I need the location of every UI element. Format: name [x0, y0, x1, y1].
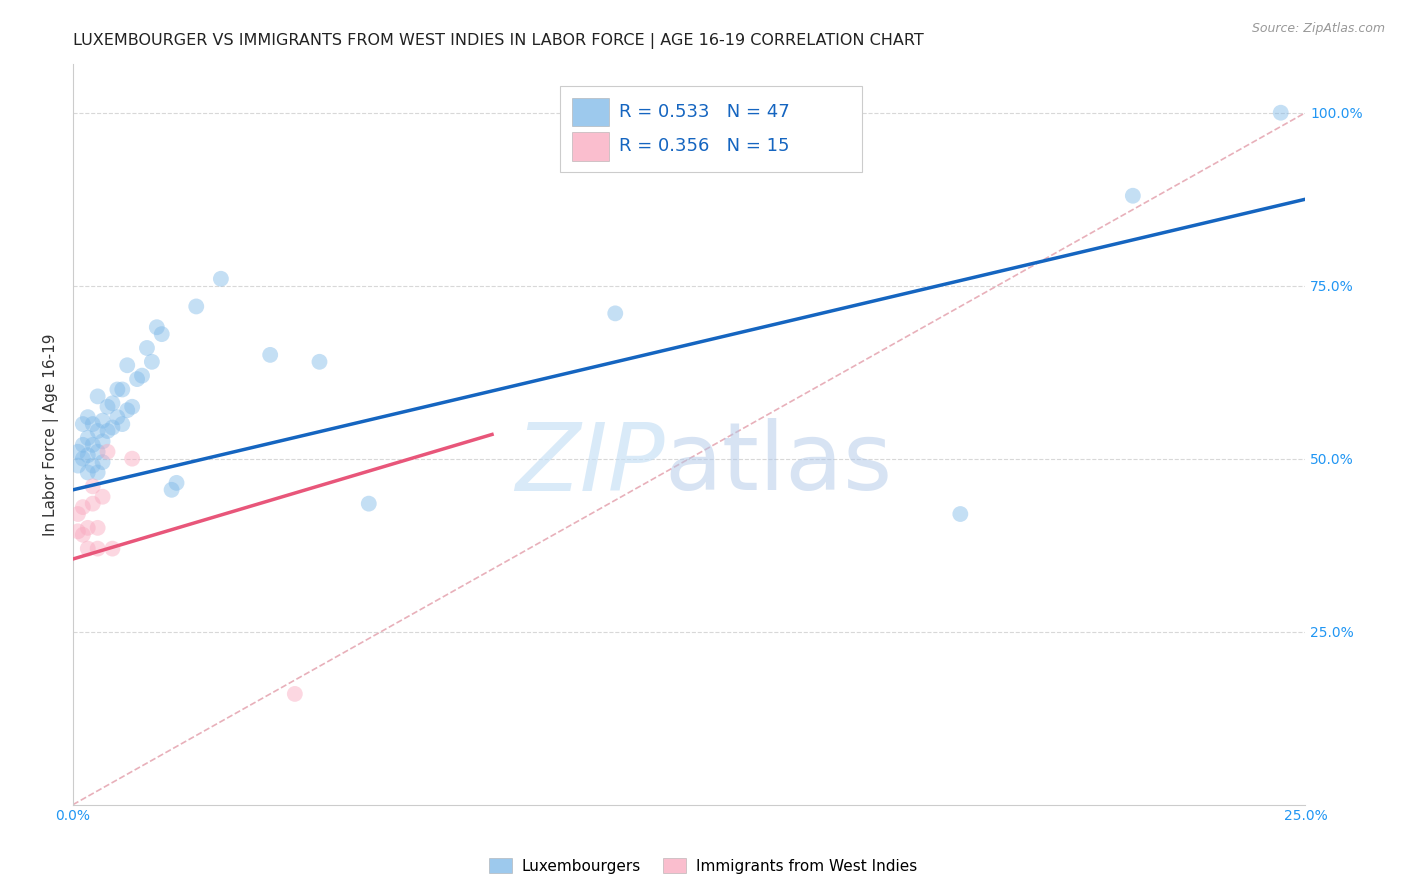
Point — [91, 434, 114, 449]
Point — [1122, 188, 1144, 202]
Text: atlas: atlas — [665, 418, 893, 510]
Point — [605, 306, 627, 320]
Point — [72, 438, 94, 452]
Point — [111, 383, 134, 397]
Point — [105, 383, 128, 397]
Point — [86, 389, 108, 403]
Point — [357, 497, 380, 511]
Point — [284, 687, 307, 701]
Point — [66, 458, 89, 473]
Point — [82, 497, 104, 511]
Point — [76, 448, 98, 462]
Point — [141, 355, 163, 369]
Point — [72, 417, 94, 431]
FancyBboxPatch shape — [560, 87, 862, 171]
Point — [91, 414, 114, 428]
Point — [82, 417, 104, 431]
Point — [76, 521, 98, 535]
Text: Source: ZipAtlas.com: Source: ZipAtlas.com — [1251, 22, 1385, 36]
FancyBboxPatch shape — [572, 97, 609, 126]
Point — [101, 541, 124, 556]
Point — [96, 444, 118, 458]
Point — [105, 410, 128, 425]
Point — [96, 424, 118, 438]
Point — [82, 438, 104, 452]
Point — [259, 348, 281, 362]
Point — [96, 400, 118, 414]
Point — [136, 341, 159, 355]
Point — [91, 490, 114, 504]
Point — [76, 466, 98, 480]
Point — [150, 327, 173, 342]
Point — [186, 300, 208, 314]
Point — [209, 272, 232, 286]
FancyBboxPatch shape — [572, 132, 609, 161]
Point — [72, 528, 94, 542]
Point — [115, 403, 138, 417]
Point — [127, 372, 149, 386]
Point — [86, 521, 108, 535]
Point — [115, 358, 138, 372]
Point — [66, 507, 89, 521]
Point — [82, 479, 104, 493]
Point — [86, 541, 108, 556]
Point — [82, 458, 104, 473]
Text: R = 0.533   N = 47: R = 0.533 N = 47 — [619, 103, 790, 120]
Point — [166, 475, 188, 490]
Point — [111, 417, 134, 431]
Point — [76, 541, 98, 556]
Point — [101, 420, 124, 434]
Point — [86, 444, 108, 458]
Point — [121, 400, 143, 414]
Point — [86, 424, 108, 438]
Point — [76, 431, 98, 445]
Legend: Luxembourgers, Immigrants from West Indies: Luxembourgers, Immigrants from West Indi… — [484, 852, 922, 880]
Point — [72, 500, 94, 514]
Point — [121, 451, 143, 466]
Point — [131, 368, 153, 383]
Point — [76, 410, 98, 425]
Text: ZIP: ZIP — [515, 418, 665, 509]
Point — [146, 320, 169, 334]
Point — [86, 466, 108, 480]
Point — [949, 507, 972, 521]
Point — [308, 355, 330, 369]
Text: LUXEMBOURGER VS IMMIGRANTS FROM WEST INDIES IN LABOR FORCE | AGE 16-19 CORRELATI: LUXEMBOURGER VS IMMIGRANTS FROM WEST IND… — [73, 33, 924, 49]
Point — [66, 444, 89, 458]
Point — [72, 451, 94, 466]
Point — [1270, 105, 1292, 120]
Point — [66, 524, 89, 539]
Point — [101, 396, 124, 410]
Y-axis label: In Labor Force | Age 16-19: In Labor Force | Age 16-19 — [44, 334, 59, 536]
Point — [160, 483, 183, 497]
Text: R = 0.356   N = 15: R = 0.356 N = 15 — [619, 137, 789, 155]
Point — [91, 455, 114, 469]
